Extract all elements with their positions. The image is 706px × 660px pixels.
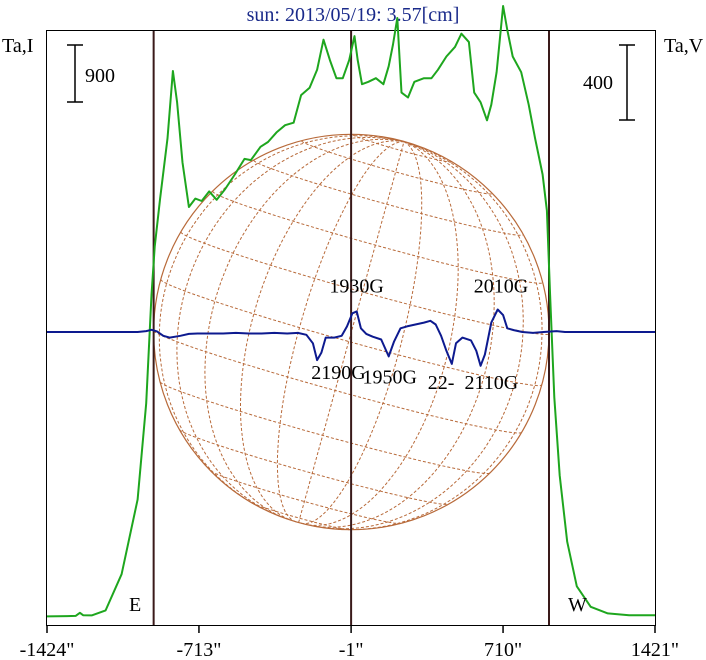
disk-grid-line — [301, 140, 493, 195]
chart-title: sun: 2013/05/19: 3.57[cm] — [247, 4, 460, 26]
right-axis-label: Ta,V — [664, 35, 704, 57]
disk-grid-line — [210, 470, 401, 525]
x-tick-label: 1421" — [631, 639, 679, 660]
disk-grid-line — [159, 381, 490, 474]
region-annotation: 22- — [428, 372, 455, 394]
vertical-markers — [152, 31, 551, 625]
disk-grid-line — [316, 141, 524, 530]
west-limb-label: W — [568, 594, 587, 616]
disk-grid-lines — [153, 134, 550, 531]
disk-grid-line — [301, 141, 423, 525]
disk-grid-line — [312, 141, 495, 528]
x-tick-label: -1" — [339, 639, 364, 660]
disk-grid-line — [276, 141, 404, 523]
region-annotation: 1930G — [329, 276, 383, 298]
disk-grid-line — [160, 279, 543, 387]
east-limb-label: E — [129, 594, 141, 616]
x-axis-ticks: -1424" -713" -1" 710" 1421" — [20, 625, 679, 660]
x-tick-label: -713" — [177, 639, 222, 660]
disk-grid-line — [308, 141, 459, 526]
region-annotation: 2190G — [311, 362, 365, 384]
x-tick-label: -1424" — [20, 639, 75, 660]
region-annotation: 2010G — [474, 276, 528, 298]
right-scale-bar — [619, 44, 635, 121]
disk-grid-line — [212, 191, 543, 284]
left-scale-label: 900 — [85, 65, 115, 87]
disk-grid-line — [179, 429, 449, 505]
left-axis-label: Ta,I — [2, 35, 33, 57]
disk-grid-line — [337, 141, 543, 531]
region-annotation: 1950G — [363, 367, 417, 389]
disk-grid-line — [352, 134, 452, 163]
disk-grid-line — [153, 330, 522, 434]
disk-grid-line — [240, 140, 405, 520]
disk-grid-line — [253, 160, 524, 236]
disk-grid-line — [298, 141, 405, 523]
disk-grid-line — [251, 502, 349, 531]
left-scale-bar — [67, 44, 83, 103]
right-scale-label: 400 — [583, 72, 613, 94]
x-tick-label: 710" — [484, 639, 522, 660]
disk-grid-line — [176, 136, 405, 518]
series-intensity-line — [46, 5, 655, 618]
series-polarization-line — [47, 308, 655, 367]
region-annotation: 2110G — [464, 372, 518, 394]
disk-grid-line — [158, 135, 405, 509]
